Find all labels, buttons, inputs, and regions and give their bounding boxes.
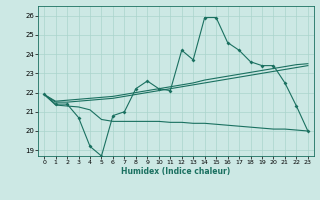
- X-axis label: Humidex (Indice chaleur): Humidex (Indice chaleur): [121, 167, 231, 176]
